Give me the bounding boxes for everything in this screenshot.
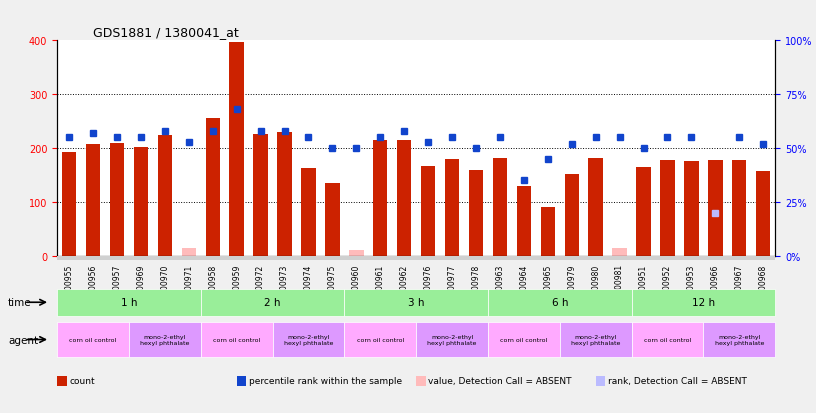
Text: mono-2-ethyl
hexyl phthalate: mono-2-ethyl hexyl phthalate (571, 334, 620, 345)
Bar (541, 208, 555, 256)
Text: corn oil control: corn oil control (69, 337, 117, 342)
Text: corn oil control: corn oil control (357, 337, 404, 342)
Text: rank, Detection Call = ABSENT: rank, Detection Call = ABSENT (608, 376, 747, 385)
Bar (157, 135, 172, 256)
Bar (517, 186, 531, 256)
Bar (421, 166, 435, 256)
Text: corn oil control: corn oil control (644, 337, 691, 342)
Text: count: count (69, 376, 95, 385)
Bar (134, 147, 148, 256)
Bar (349, 251, 363, 256)
Text: 1 h: 1 h (121, 297, 137, 308)
Bar (110, 143, 124, 256)
Bar (445, 160, 459, 256)
Bar (301, 169, 316, 256)
Bar (254, 134, 268, 256)
Bar (182, 248, 196, 256)
Bar (206, 119, 220, 256)
Text: 6 h: 6 h (552, 297, 568, 308)
Text: percentile rank within the sample: percentile rank within the sample (249, 376, 402, 385)
Bar (636, 167, 650, 256)
Bar (86, 145, 100, 256)
Text: GDS1881 / 1380041_at: GDS1881 / 1380041_at (93, 26, 239, 39)
Bar (660, 161, 675, 256)
Bar (732, 161, 747, 256)
Text: 12 h: 12 h (692, 297, 715, 308)
Bar (708, 161, 722, 256)
Bar (62, 153, 76, 256)
Text: mono-2-ethyl
hexyl phthalate: mono-2-ethyl hexyl phthalate (284, 334, 333, 345)
Text: mono-2-ethyl
hexyl phthalate: mono-2-ethyl hexyl phthalate (140, 334, 189, 345)
Text: 3 h: 3 h (408, 297, 424, 308)
Bar (326, 183, 339, 256)
Bar (756, 171, 770, 256)
Text: 2 h: 2 h (264, 297, 281, 308)
Bar (493, 159, 507, 256)
Text: corn oil control: corn oil control (213, 337, 260, 342)
Bar (588, 158, 603, 256)
Text: agent: agent (8, 335, 38, 345)
Text: value, Detection Call = ABSENT: value, Detection Call = ABSENT (428, 376, 572, 385)
Text: mono-2-ethyl
hexyl phthalate: mono-2-ethyl hexyl phthalate (715, 334, 764, 345)
Text: mono-2-ethyl
hexyl phthalate: mono-2-ethyl hexyl phthalate (428, 334, 477, 345)
Bar (685, 161, 698, 256)
Bar (565, 174, 579, 256)
Text: corn oil control: corn oil control (500, 337, 548, 342)
Text: time: time (8, 297, 32, 308)
Bar (397, 140, 411, 256)
Bar (229, 43, 244, 256)
Bar (469, 170, 483, 256)
Bar (277, 133, 291, 256)
Bar (613, 248, 627, 256)
Bar (373, 140, 388, 256)
